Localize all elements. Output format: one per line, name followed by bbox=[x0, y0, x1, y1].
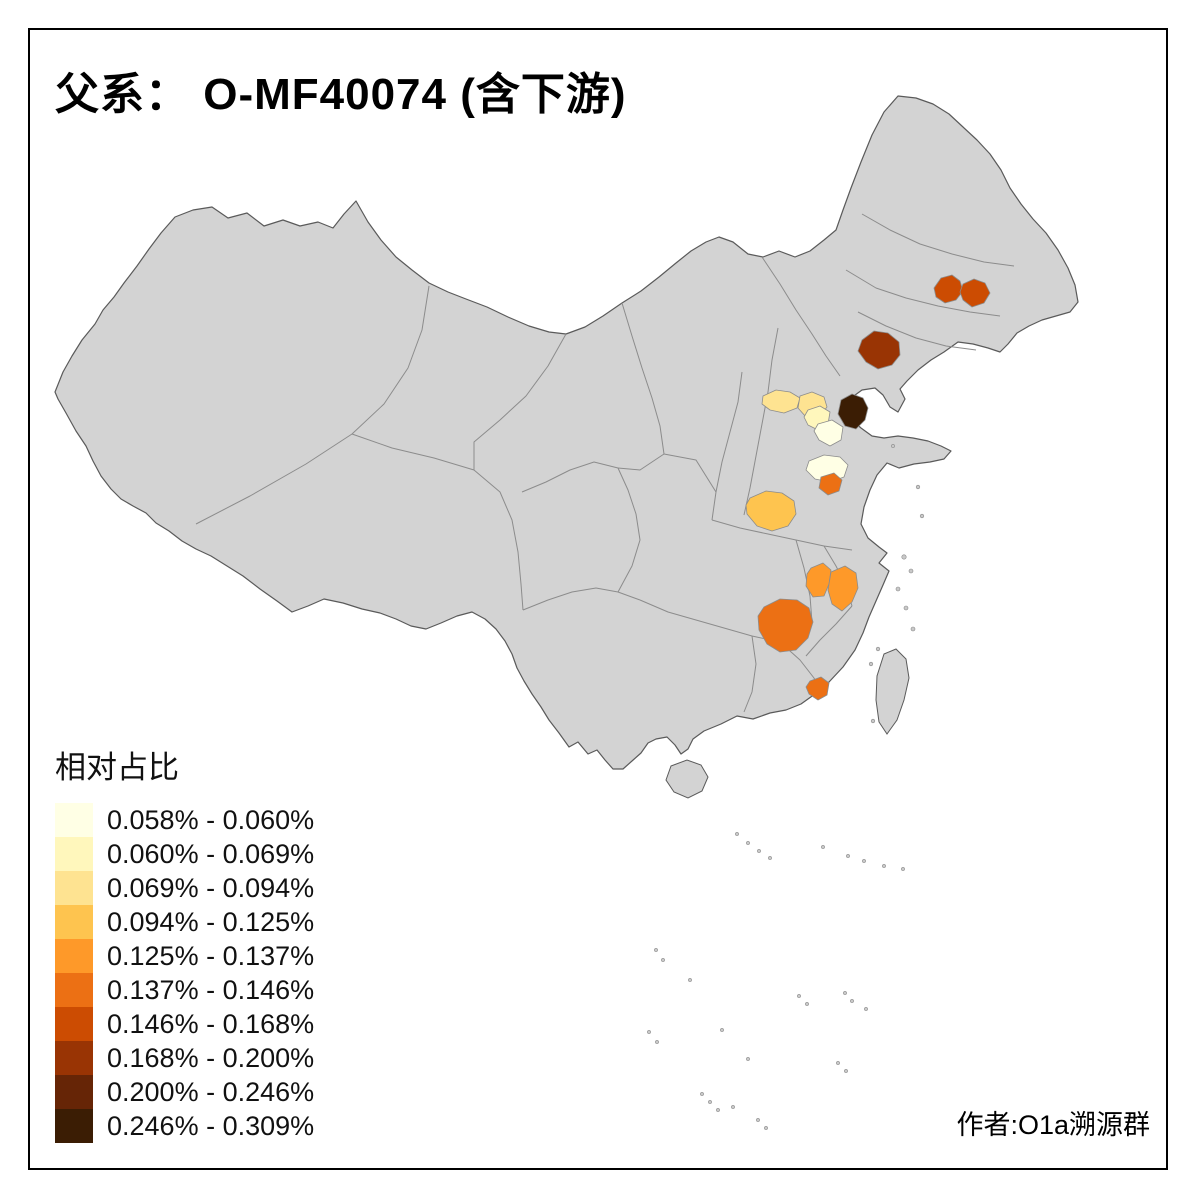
legend-label: 0.246% - 0.309% bbox=[107, 1110, 315, 1141]
legend-swatch bbox=[55, 905, 93, 939]
region-zhejiang-east bbox=[827, 565, 859, 612]
legend-label: 0.200% - 0.246% bbox=[107, 1076, 315, 1107]
legend-item: 0.146% - 0.168% bbox=[55, 1007, 314, 1041]
legend-label: 0.069% - 0.094% bbox=[107, 872, 315, 903]
region-hunan bbox=[757, 598, 814, 653]
legend-swatch bbox=[55, 803, 93, 837]
region-northeast-east bbox=[959, 278, 991, 308]
legend-item: 0.137% - 0.146% bbox=[55, 973, 314, 1007]
legend-label: 0.137% - 0.146% bbox=[107, 974, 315, 1005]
south-china-sea-islets bbox=[647, 832, 905, 1130]
legend-item: 0.058% - 0.060% bbox=[55, 803, 314, 837]
legend-item: 0.200% - 0.246% bbox=[55, 1075, 314, 1109]
legend-title: 相对占比 bbox=[55, 750, 179, 785]
region-jiangsu-orange bbox=[818, 472, 843, 496]
legend-swatch bbox=[55, 1109, 93, 1143]
legend-item: 0.125% - 0.137% bbox=[55, 939, 314, 973]
highlighted-regions bbox=[745, 274, 991, 701]
coastal-islets bbox=[868, 444, 925, 724]
region-hebei-south-cream bbox=[813, 419, 844, 447]
region-guangdong bbox=[805, 676, 830, 701]
legend-item: 0.246% - 0.309% bbox=[55, 1109, 314, 1143]
region-liaoning bbox=[857, 330, 901, 370]
region-hebei-west bbox=[761, 389, 801, 414]
taiwan-island bbox=[875, 648, 910, 735]
legend-label: 0.125% - 0.137% bbox=[107, 940, 315, 971]
legend-swatch bbox=[55, 1075, 93, 1109]
hainan-island bbox=[665, 759, 709, 799]
author-credit: 作者:O1a溯源群 bbox=[956, 1110, 1150, 1140]
legend-label: 0.094% - 0.125% bbox=[107, 906, 315, 937]
region-zhejiang-west bbox=[805, 562, 832, 598]
legend-label: 0.168% - 0.200% bbox=[107, 1042, 315, 1073]
legend-item: 0.069% - 0.094% bbox=[55, 871, 314, 905]
legend-label: 0.060% - 0.069% bbox=[107, 838, 315, 869]
legend-swatch bbox=[55, 837, 93, 871]
legend-swatch bbox=[55, 973, 93, 1007]
legend-item: 0.060% - 0.069% bbox=[55, 837, 314, 871]
legend-item: 0.168% - 0.200% bbox=[55, 1041, 314, 1075]
legend: 相对占比 0.058% - 0.060% 0.060% - 0.069% 0.0… bbox=[55, 742, 314, 1143]
legend-item: 0.094% - 0.125% bbox=[55, 905, 314, 939]
legend-swatch bbox=[55, 871, 93, 905]
legend-swatch bbox=[55, 1041, 93, 1075]
legend-label: 0.058% - 0.060% bbox=[107, 804, 315, 835]
legend-swatch bbox=[55, 1007, 93, 1041]
legend-swatch bbox=[55, 939, 93, 973]
page-title: 父系： O-MF40074 (含下游) bbox=[55, 70, 627, 119]
province-boundaries bbox=[195, 213, 1015, 713]
legend-label: 0.146% - 0.168% bbox=[107, 1008, 315, 1039]
region-henan-amber bbox=[745, 490, 797, 532]
region-jiangsu-cream bbox=[805, 454, 849, 483]
region-tianjin bbox=[837, 393, 869, 430]
china-mainland-shape bbox=[54, 95, 1079, 770]
